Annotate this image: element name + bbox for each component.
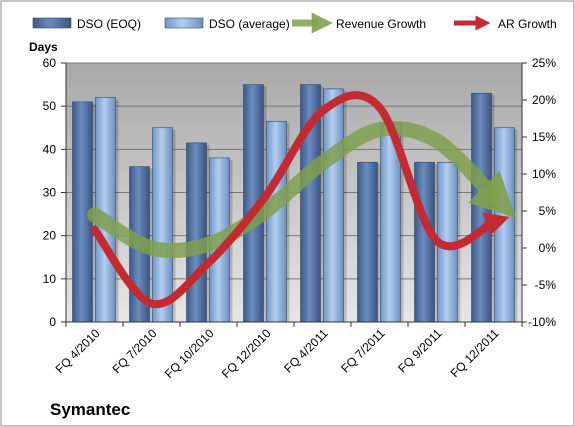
- y2-tick-label: 5%: [539, 204, 557, 218]
- y2-tick-label: 0%: [539, 241, 557, 255]
- y2-tick-label: -5%: [535, 278, 557, 292]
- legend-swatch: [32, 17, 72, 29]
- y2-tick-label: 20%: [532, 93, 556, 107]
- y-tick-label: 20: [43, 229, 57, 243]
- legend-label: AR Growth: [498, 17, 557, 31]
- legend-label: DSO (EOQ): [77, 17, 141, 31]
- y2-tick-label: -10%: [528, 315, 556, 329]
- y-tick-label: 30: [43, 186, 57, 200]
- bars: [72, 84, 518, 323]
- bar-dso-eoq: [357, 161, 378, 323]
- y2-tick-label: 15%: [532, 130, 556, 144]
- legend: DSO (EOQ) DSO (average) Revenue Growth AR G…: [32, 12, 557, 34]
- bar-dso-eoq: [414, 161, 435, 323]
- legend-swatch: [164, 17, 204, 29]
- y2-axis-ticks: -10% -5% 0% 5% 10% 15% 20% 25%: [522, 56, 556, 329]
- bar-dso-eoq: [186, 142, 207, 323]
- y2-tick-label: 10%: [532, 167, 556, 181]
- y-axis-ticks: 0 10 20 30 40 50 60: [43, 56, 66, 329]
- y-tick-label: 50: [43, 99, 57, 113]
- bar-dso-average: [494, 127, 515, 323]
- bar-dso-average: [152, 127, 173, 323]
- bar-dso-average: [323, 88, 344, 323]
- y-tick-label: 10: [43, 272, 57, 286]
- bar-dso-eoq: [471, 92, 492, 323]
- y-tick-label: 40: [43, 142, 57, 156]
- legend-label: Revenue Growth: [336, 17, 426, 31]
- ar-growth-line: [90, 91, 510, 309]
- lines: [87, 91, 517, 309]
- revenue-growth-line: [87, 120, 517, 259]
- bar-dso-average: [266, 120, 287, 323]
- y-tick-label: 60: [43, 56, 57, 70]
- y-axis-label: Days: [29, 40, 58, 54]
- legend-label: DSO (average): [209, 17, 290, 31]
- y2-tick-label: 25%: [532, 56, 556, 70]
- y-tick-label: 0: [49, 315, 56, 329]
- company-name: Symantec: [50, 400, 130, 419]
